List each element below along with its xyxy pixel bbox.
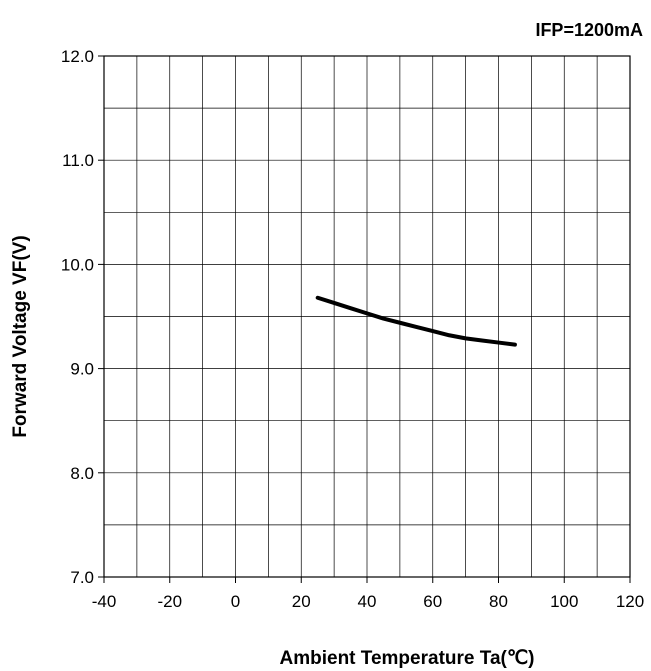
y-tick-label: 8.0 [70,464,94,483]
x-tick-label: 120 [616,592,644,611]
y-tick-labels: 7.0 8.0 9.0 10.0 11.0 12.0 [61,47,104,587]
x-axis-title: Ambient Temperature Ta(℃) [280,648,535,669]
x-tick-label: -20 [157,592,182,611]
y-tick-label: 12.0 [61,47,94,66]
y-axis-title: Forward Voltage VF(V) [10,235,31,437]
grid [104,56,630,577]
chart-annotation: IFP=1200mA [535,20,643,40]
x-tick-labels: -40 -20 0 20 40 60 80 100 120 [92,577,644,611]
y-tick-label: 10.0 [61,255,94,274]
y-tick-label: 9.0 [70,360,94,379]
x-tick-label: 100 [550,592,578,611]
series-line [315,295,517,347]
x-tick-label: 20 [292,592,311,611]
x-tick-label: 40 [358,592,377,611]
x-tick-label: 60 [423,592,442,611]
series-layer [315,295,517,347]
x-tick-label: -40 [92,592,117,611]
x-tick-label: 0 [231,592,240,611]
x-tick-label: 80 [489,592,508,611]
y-tick-label: 11.0 [62,151,94,170]
y-tick-label: 7.0 [70,568,94,587]
